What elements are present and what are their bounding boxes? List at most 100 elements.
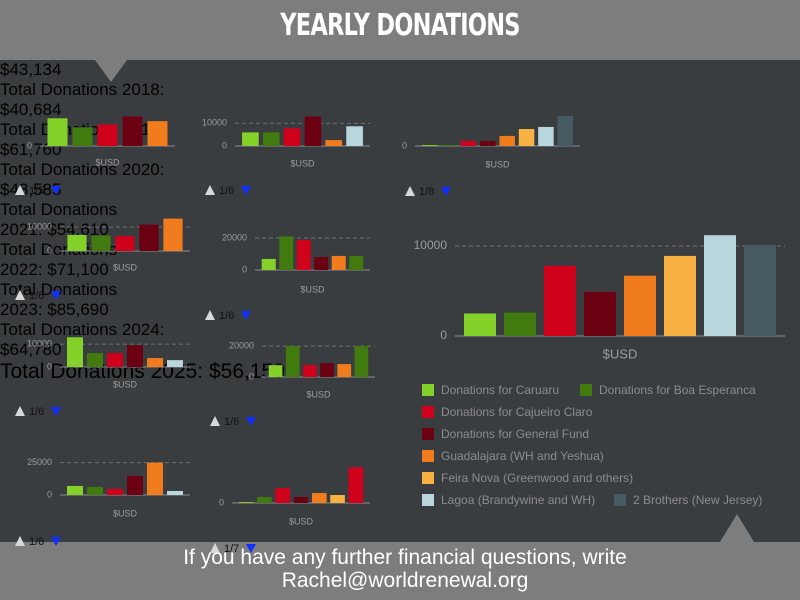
bar — [293, 497, 309, 503]
bar — [320, 363, 334, 377]
bar — [331, 255, 346, 270]
bar — [354, 346, 369, 377]
pager-label: 1/6 — [224, 416, 239, 428]
bar — [744, 245, 776, 336]
bar — [348, 467, 364, 503]
bar — [122, 116, 143, 146]
pager-down[interactable] — [51, 537, 61, 546]
pager-label: 1/6 — [29, 290, 44, 302]
pager-up[interactable] — [15, 406, 25, 416]
pager-up[interactable] — [15, 290, 25, 300]
pager-up[interactable] — [15, 185, 25, 195]
chart-title: Total Donations 2018: $40,684 — [0, 80, 165, 119]
bar — [257, 497, 272, 503]
legend-swatch — [422, 494, 434, 506]
legend-label: Donations for Boa Esperanca — [599, 383, 756, 397]
pager-down[interactable] — [241, 186, 251, 195]
bar — [346, 126, 363, 146]
y-tick-label: 10000 — [202, 118, 227, 128]
bar — [314, 257, 329, 270]
pager-down[interactable] — [51, 291, 61, 300]
chart-title: Total Donations 2024: $64,780 — [0, 320, 165, 359]
pager-label: 1/8 — [419, 186, 434, 198]
x-axis-label: $USD — [113, 508, 138, 518]
y-tick-label: 0 — [219, 497, 224, 507]
x-axis-label: $USD — [113, 379, 138, 389]
pager-label: 1/6 — [29, 536, 44, 548]
legend-label: Donations for General Fund — [441, 427, 589, 441]
y-tick-label: 0 — [47, 245, 52, 255]
pager-down[interactable] — [246, 544, 256, 553]
bar — [538, 126, 554, 146]
y-tick-label: 10000 — [27, 221, 52, 231]
bar — [72, 127, 93, 146]
y-tick-label: 0 — [242, 264, 247, 274]
legend-swatch — [422, 428, 434, 440]
bar — [330, 495, 345, 503]
bar — [127, 345, 143, 367]
bar — [238, 502, 254, 503]
y-tick-label: 0 — [440, 328, 447, 342]
pager-down[interactable] — [51, 407, 61, 416]
pager-up[interactable] — [210, 416, 220, 426]
bar — [97, 124, 118, 146]
pager-up[interactable] — [205, 310, 215, 320]
x-axis-label: $USD — [306, 389, 331, 399]
y-tick-label: 0 — [402, 140, 407, 150]
bar — [303, 365, 317, 377]
footer-pointer — [720, 514, 754, 542]
pager-up[interactable] — [210, 543, 220, 553]
bar — [584, 291, 616, 336]
y-tick-label: 10000 — [27, 339, 52, 349]
bar — [87, 486, 103, 495]
bar — [261, 258, 276, 270]
bar — [115, 236, 135, 251]
pager-up[interactable] — [15, 536, 25, 546]
bar — [285, 346, 300, 377]
pager-up[interactable] — [205, 185, 215, 195]
bar — [624, 275, 656, 336]
bar — [87, 353, 103, 367]
legend-label: Guadalajara (WH and Yeshua) — [441, 449, 604, 463]
pager-down[interactable] — [246, 417, 256, 426]
legend-swatch — [580, 384, 592, 396]
bar — [464, 313, 496, 336]
bar — [67, 234, 87, 251]
bar — [242, 132, 259, 146]
legend-swatch — [422, 406, 434, 418]
bar — [107, 488, 123, 495]
y-tick-label: 0 — [27, 140, 32, 150]
legend-label: Lagoa (Brandywine and WH) — [441, 493, 595, 507]
y-tick-label: 25000 — [27, 457, 52, 467]
bar — [147, 121, 168, 146]
pager-down[interactable] — [241, 311, 251, 320]
page-title: YEARLY DONATIONS — [280, 8, 520, 43]
bar — [47, 118, 68, 146]
x-axis-label: $USD — [603, 346, 638, 361]
bar — [441, 145, 457, 146]
x-axis-label: $USD — [485, 159, 510, 169]
chart-title: Total Donations 2021: $54,610 — [0, 200, 118, 239]
chart-title: Total Donations 2023: $85,690 — [0, 280, 118, 319]
bar — [167, 360, 183, 367]
y-tick-label: 10000 — [414, 238, 448, 252]
pager-down[interactable] — [51, 186, 61, 195]
bar — [107, 353, 123, 367]
bar — [67, 337, 83, 367]
bar — [349, 255, 364, 270]
bar — [67, 485, 83, 495]
header-band — [0, 0, 800, 60]
bar — [147, 462, 163, 495]
y-tick-label: 0 — [47, 489, 52, 499]
pager-up[interactable] — [405, 186, 415, 196]
bar — [91, 235, 111, 251]
pager-label: 1/6 — [219, 185, 234, 197]
pager-label: 1/6 — [219, 310, 234, 322]
x-axis-label: $USD — [300, 284, 325, 294]
header-pointer — [95, 60, 127, 82]
legend-swatch — [422, 384, 434, 396]
bar — [480, 140, 496, 146]
pager-down[interactable] — [441, 187, 451, 196]
bar — [664, 255, 696, 336]
x-axis-label: $USD — [290, 158, 315, 168]
